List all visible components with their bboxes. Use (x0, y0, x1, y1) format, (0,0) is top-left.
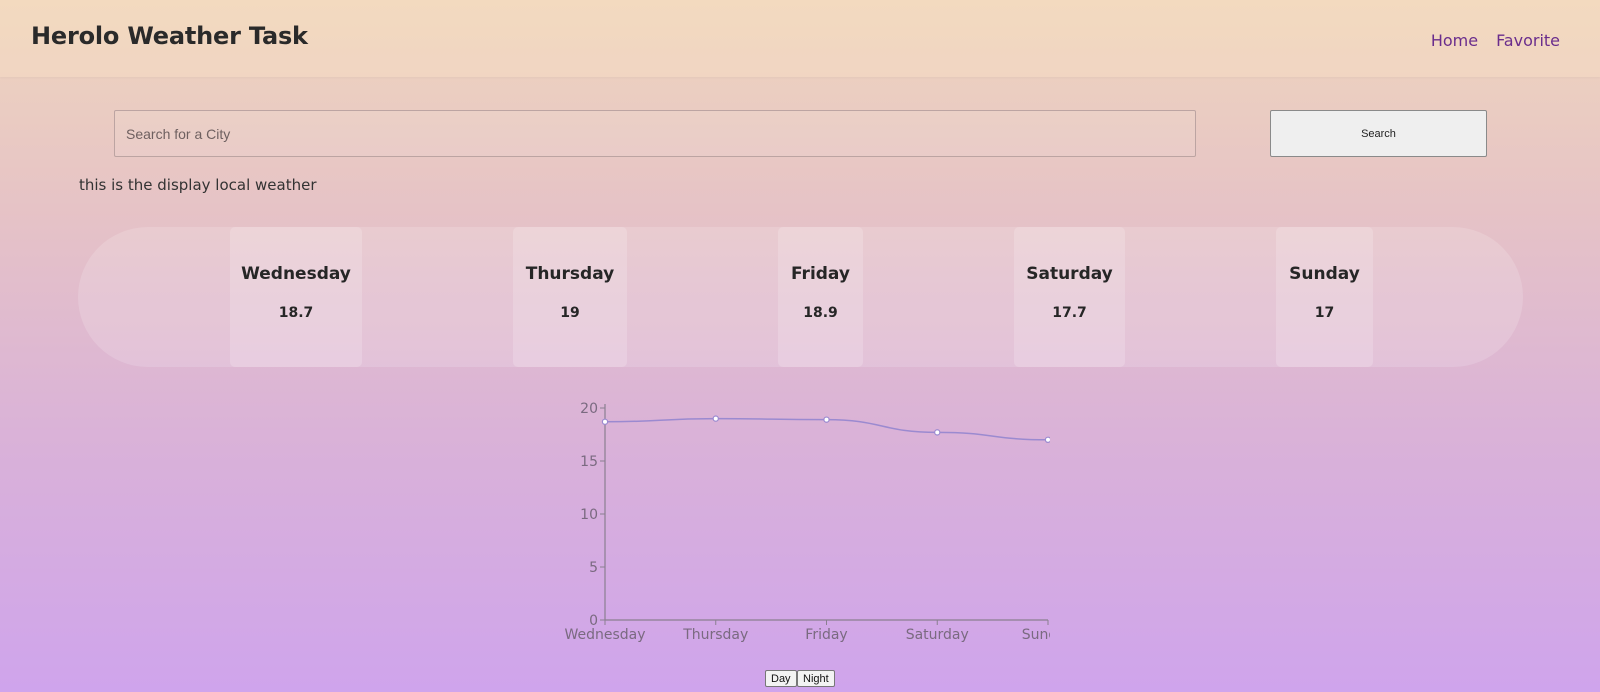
forecast-card-saturday: Saturday 17.7 (1014, 227, 1125, 367)
temperature-data-point (712, 415, 719, 422)
y-tick-label: 20 (580, 401, 598, 417)
forecast-day-temp: 19 (560, 305, 580, 321)
forecast-day-temp: 17.7 (1052, 305, 1087, 321)
search-button[interactable]: Search (1270, 110, 1487, 157)
forecast-card-thursday: Thursday 19 (513, 227, 627, 367)
forecast-day-name: Wednesday (241, 264, 351, 284)
forecast-card-wednesday: Wednesday 18.7 (230, 227, 362, 367)
nav-favorite-link[interactable]: Favorite (1496, 31, 1560, 50)
forecast-day-name: Saturday (1026, 264, 1113, 284)
temperature-data-point (934, 429, 941, 436)
x-tick-label: Sunday (1022, 627, 1074, 643)
forecast-card-friday: Friday 18.9 (778, 227, 863, 367)
forecast-day-temp: 18.7 (278, 305, 314, 321)
forecast-strip (78, 227, 1523, 367)
night-toggle-button[interactable]: Night (797, 670, 835, 687)
y-tick-label: 5 (589, 560, 598, 576)
app-title: Herolo Weather Task (31, 22, 308, 50)
temperature-series-line (604, 417, 1049, 441)
forecast-card-sunday: Sunday 17 (1276, 227, 1373, 367)
forecast-day-temp: 18.9 (803, 305, 838, 321)
temperature-data-point (823, 416, 830, 423)
forecast-day-name: Sunday (1289, 264, 1360, 284)
app-header: Herolo Weather Task Home Favorite (0, 0, 1600, 77)
day-toggle-button[interactable]: Day (765, 670, 797, 687)
y-tick-label: 10 (580, 507, 598, 523)
nav-home-link[interactable]: Home (1430, 31, 1479, 50)
city-search-input[interactable] (114, 110, 1196, 157)
y-tick-label: 0 (589, 613, 598, 629)
temperature-data-point (601, 418, 609, 425)
x-tick-label: Wednesday (564, 627, 645, 643)
x-tick-label: Saturday (906, 627, 969, 643)
forecast-day-name: Thursday (525, 264, 615, 284)
x-tick-label: Friday (805, 627, 847, 643)
main-nav: Home Favorite (1431, 31, 1560, 50)
local-weather-caption: this is the display local weather (79, 176, 317, 194)
temperature-data-point (1044, 436, 1050, 443)
y-tick-label: 15 (580, 454, 598, 470)
forecast-day-temp: 17 (1314, 305, 1335, 321)
forecast-day-name: Friday (791, 264, 850, 284)
x-tick-label: Thursday (682, 627, 748, 643)
